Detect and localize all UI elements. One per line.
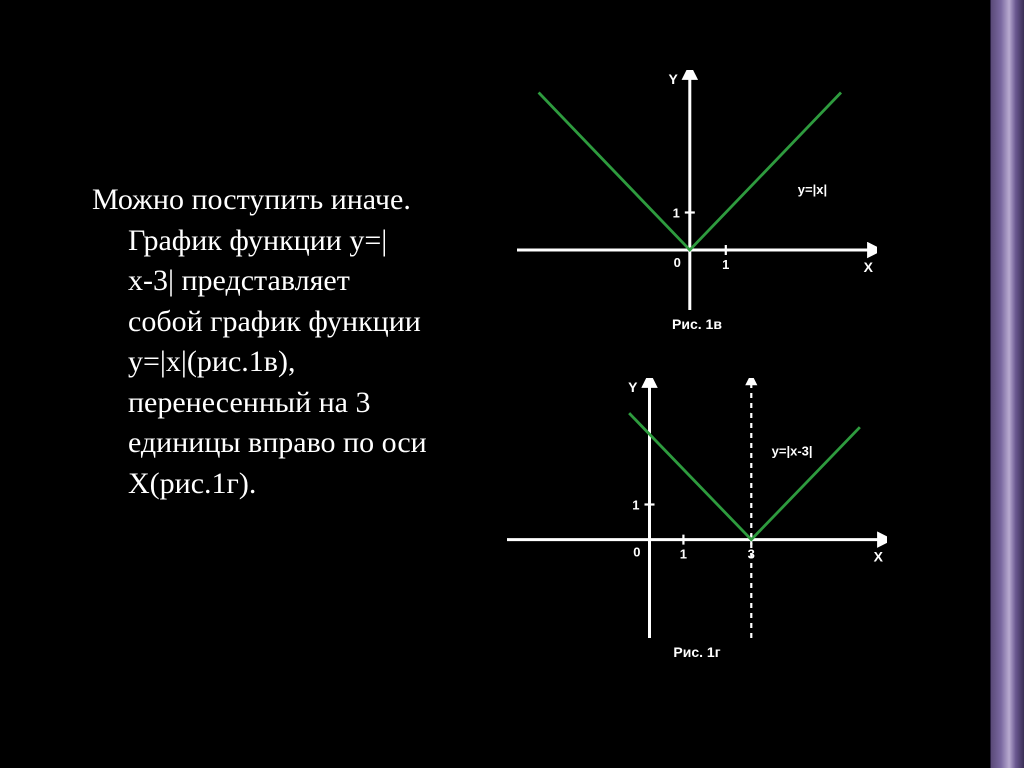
- chart-bottom-box: 1310XYy=|x-3| Рис. 1г: [507, 378, 887, 660]
- svg-text:X: X: [874, 549, 884, 565]
- svg-text:1: 1: [632, 497, 639, 512]
- slide: Можно поступить иначе. График функции у=…: [0, 0, 1024, 768]
- svg-text:0: 0: [633, 545, 640, 560]
- svg-text:1: 1: [680, 547, 687, 562]
- chart-top-caption: Рис. 1в: [517, 316, 877, 332]
- svg-text:y=|x-3|: y=|x-3|: [772, 443, 813, 458]
- svg-text:1: 1: [673, 206, 680, 221]
- svg-text:Y: Y: [628, 379, 638, 395]
- svg-text:1: 1: [722, 257, 729, 272]
- chart-top: 1 1 0 X Yy=|x|: [517, 70, 877, 310]
- text-column: Можно поступить иначе. График функции у=…: [0, 0, 460, 768]
- body-text: Можно поступить иначе. График функции у=…: [60, 180, 430, 504]
- svg-text:Y: Y: [668, 71, 678, 87]
- chart-bottom-caption: Рис. 1г: [507, 644, 887, 660]
- chart-bottom: 1310XYy=|x-3|: [507, 378, 887, 638]
- chart-column: 110XYy=|x| Рис. 1в 1310XYy=|x-3| Рис. 1г: [460, 0, 1024, 768]
- svg-text:0: 0: [674, 255, 681, 270]
- side-gradient: [990, 0, 1024, 768]
- svg-text:X: X: [864, 259, 874, 275]
- svg-text:y=|x|: y=|x|: [798, 182, 827, 197]
- chart-top-box: 1 1 0 X Yy=|x| Рис. 1в: [517, 70, 877, 332]
